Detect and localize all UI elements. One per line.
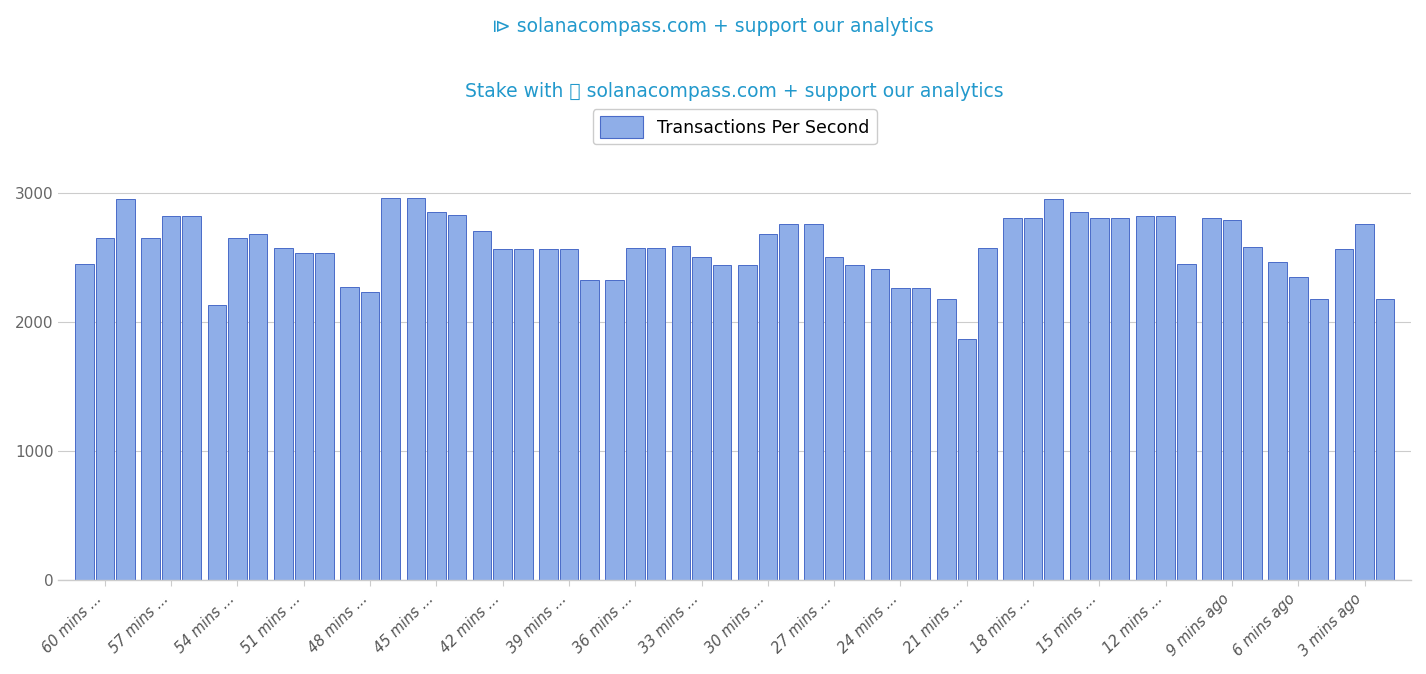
Bar <box>381 198 399 580</box>
Bar <box>713 265 732 580</box>
Bar <box>846 265 864 580</box>
Bar <box>539 249 558 580</box>
Bar <box>937 299 955 580</box>
Bar <box>739 265 757 580</box>
Bar <box>1376 299 1395 580</box>
Bar <box>1070 212 1088 580</box>
Bar <box>606 280 625 580</box>
Bar <box>1089 218 1108 580</box>
Bar <box>163 216 181 580</box>
Bar <box>76 264 94 580</box>
Bar <box>759 234 777 580</box>
Bar <box>295 253 314 580</box>
Bar <box>448 214 466 580</box>
Bar <box>672 245 690 580</box>
Bar <box>646 248 665 580</box>
Bar <box>692 257 712 580</box>
Bar <box>911 288 930 580</box>
Bar <box>315 253 334 580</box>
Bar <box>1044 199 1062 580</box>
Bar <box>804 224 823 580</box>
Bar <box>779 224 797 580</box>
Title: Stake with 🧭 solanacompass.com + support our analytics: Stake with 🧭 solanacompass.com + support… <box>465 82 1004 101</box>
Bar <box>341 287 359 580</box>
Bar <box>891 288 910 580</box>
Bar <box>274 248 292 580</box>
Bar <box>1335 249 1353 580</box>
Bar <box>406 198 425 580</box>
Text: ⧐ solanacompass.com + support our analytics: ⧐ solanacompass.com + support our analyt… <box>492 17 934 36</box>
Bar <box>513 249 532 580</box>
Bar <box>116 199 134 580</box>
Bar <box>361 292 379 580</box>
Bar <box>228 238 247 580</box>
Bar <box>1111 218 1129 580</box>
Bar <box>1202 218 1221 580</box>
Bar <box>1176 264 1195 580</box>
Bar <box>626 248 645 580</box>
Bar <box>1243 247 1262 580</box>
Bar <box>580 280 599 580</box>
Legend: Transactions Per Second: Transactions Per Second <box>593 109 877 144</box>
Bar <box>1309 299 1328 580</box>
Bar <box>1355 224 1373 580</box>
Bar <box>1289 276 1308 580</box>
Bar <box>141 238 160 580</box>
Bar <box>824 257 843 580</box>
Bar <box>473 231 492 580</box>
Bar <box>493 249 512 580</box>
Bar <box>1269 262 1288 580</box>
Bar <box>428 212 446 580</box>
Bar <box>978 248 997 580</box>
Bar <box>957 338 975 580</box>
Bar <box>1156 216 1175 580</box>
Bar <box>1137 216 1155 580</box>
Bar <box>871 269 890 580</box>
Bar <box>183 216 201 580</box>
Bar <box>96 238 114 580</box>
Bar <box>560 249 579 580</box>
Bar <box>248 234 267 580</box>
Bar <box>1004 218 1022 580</box>
Bar <box>1222 220 1241 580</box>
Bar <box>208 305 227 580</box>
Bar <box>1024 218 1042 580</box>
